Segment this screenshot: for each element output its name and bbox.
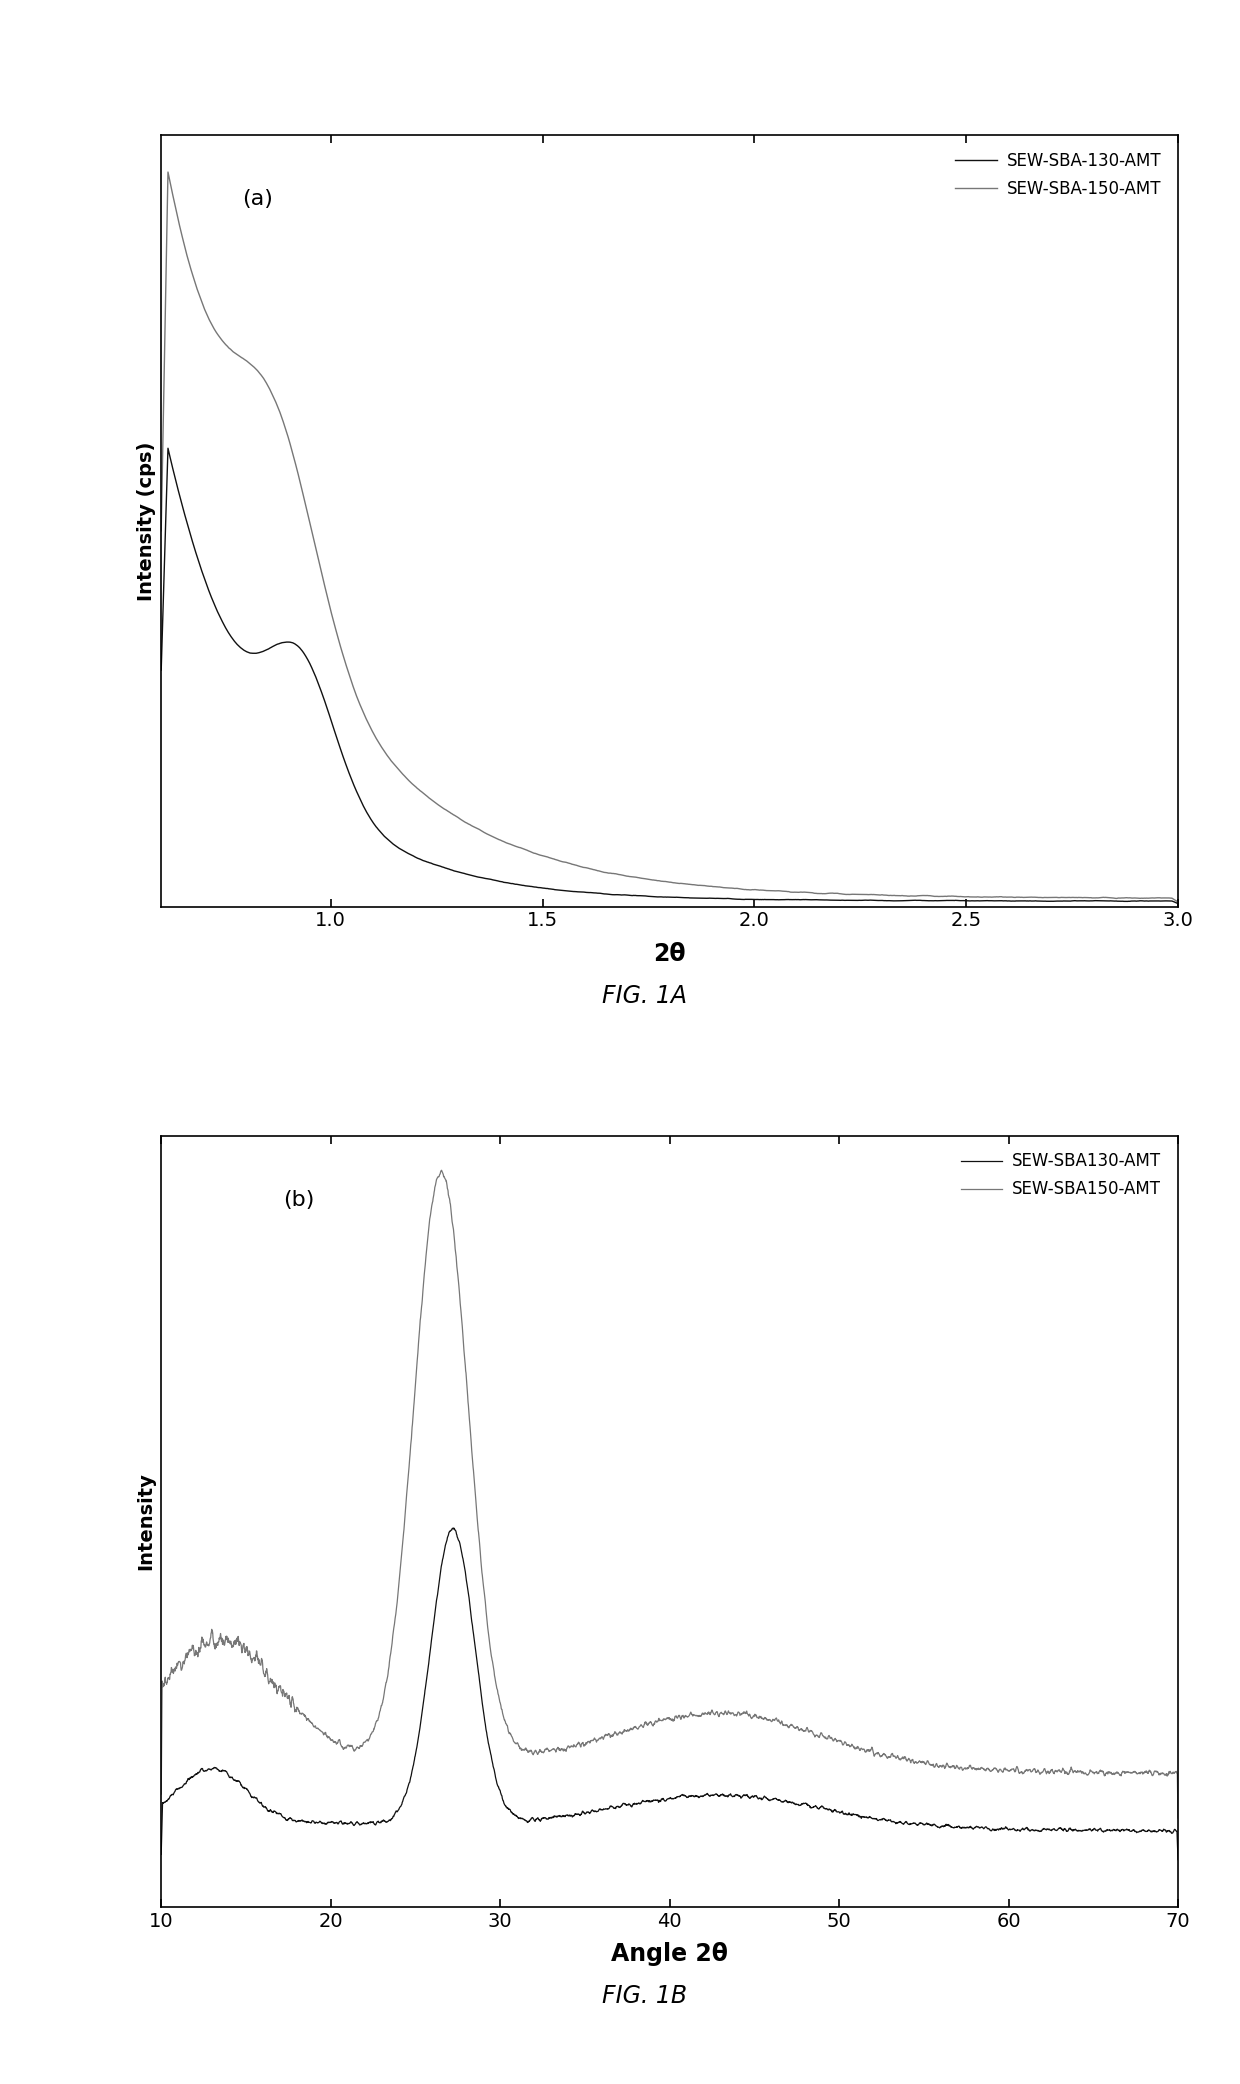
SEW-SBA-130-AMT <box>1171 892 1185 917</box>
SEW-SBA150-AMT <box>330 1730 345 1755</box>
Text: (a): (a) <box>243 190 273 208</box>
SEW-SBA-150-AMT <box>625 865 640 890</box>
SEW-SBA-130-AMT <box>233 636 248 661</box>
Y-axis label: Intensity (cps): Intensity (cps) <box>136 442 156 600</box>
SEW-SBA-150-AMT <box>160 160 175 185</box>
Y-axis label: Intensity: Intensity <box>136 1473 156 1569</box>
Legend: SEW-SBA130-AMT, SEW-SBA150-AMT: SEW-SBA130-AMT, SEW-SBA150-AMT <box>952 1144 1169 1207</box>
SEW-SBA-130-AMT <box>585 879 600 904</box>
SEW-SBA-150-AMT <box>733 877 748 902</box>
Line: SEW-SBA150-AMT: SEW-SBA150-AMT <box>161 1171 1178 1817</box>
SEW-SBA150-AMT <box>1151 1761 1166 1786</box>
SEW-SBA-150-AMT <box>233 344 248 369</box>
X-axis label: 2θ: 2θ <box>653 942 686 965</box>
Line: SEW-SBA-130-AMT: SEW-SBA-130-AMT <box>161 448 1178 904</box>
SEW-SBA-130-AMT <box>733 888 748 913</box>
SEW-SBA130-AMT <box>330 1811 345 1836</box>
SEW-SBA-150-AMT <box>585 857 600 882</box>
SEW-SBA130-AMT <box>270 1801 285 1826</box>
Text: FIG. 1B: FIG. 1B <box>603 1984 687 2009</box>
SEW-SBA-150-AMT <box>274 406 289 431</box>
SEW-SBA-130-AMT <box>274 629 289 654</box>
SEW-SBA130-AMT <box>1151 1819 1166 1844</box>
SEW-SBA130-AMT <box>154 1842 169 1867</box>
X-axis label: Angle 2θ: Angle 2θ <box>611 1942 728 1965</box>
SEW-SBA150-AMT <box>154 1782 169 1807</box>
SEW-SBA150-AMT <box>434 1159 449 1184</box>
SEW-SBA150-AMT <box>1042 1759 1056 1784</box>
SEW-SBA-130-AMT <box>160 436 175 461</box>
Text: FIG. 1A: FIG. 1A <box>603 984 687 1009</box>
SEW-SBA130-AMT <box>544 1805 559 1830</box>
SEW-SBA150-AMT <box>588 1728 603 1753</box>
SEW-SBA-150-AMT <box>606 861 621 886</box>
SEW-SBA-150-AMT <box>154 519 169 544</box>
SEW-SBA130-AMT <box>1171 1846 1185 1871</box>
SEW-SBA150-AMT <box>270 1682 285 1707</box>
SEW-SBA130-AMT <box>1042 1817 1056 1842</box>
SEW-SBA-130-AMT <box>625 884 640 909</box>
Line: SEW-SBA130-AMT: SEW-SBA130-AMT <box>161 1528 1178 1859</box>
SEW-SBA-150-AMT <box>1171 890 1185 915</box>
SEW-SBA-130-AMT <box>606 882 621 907</box>
Line: SEW-SBA-150-AMT: SEW-SBA-150-AMT <box>161 173 1178 902</box>
SEW-SBA130-AMT <box>446 1515 461 1540</box>
SEW-SBA-130-AMT <box>154 659 169 684</box>
SEW-SBA150-AMT <box>544 1738 559 1763</box>
Text: (b): (b) <box>283 1190 315 1209</box>
SEW-SBA150-AMT <box>1171 1805 1185 1830</box>
SEW-SBA130-AMT <box>588 1798 603 1824</box>
Legend: SEW-SBA-130-AMT, SEW-SBA-150-AMT: SEW-SBA-130-AMT, SEW-SBA-150-AMT <box>946 144 1169 206</box>
